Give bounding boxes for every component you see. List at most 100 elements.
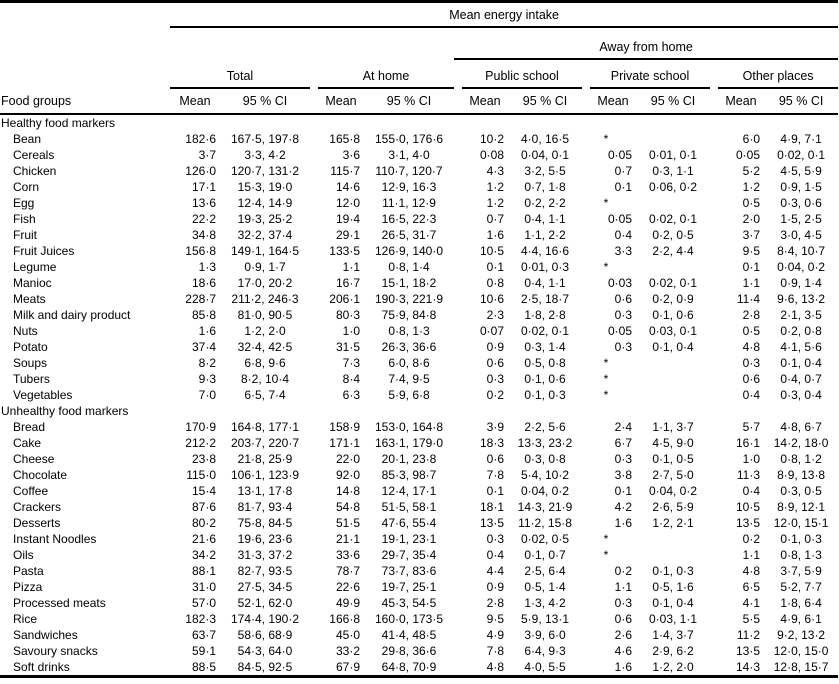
table-row: Cereals 3·7 3·3, 4·2 3·6 3·1, 4·0 0·08 0·04, 0… bbox=[0, 147, 838, 163]
food-group-cell: Coffee bbox=[13, 484, 49, 498]
ci-cell: 2·7, 5·0 bbox=[652, 468, 694, 482]
table-row: Sandwiches 63·7 58·6, 68·9 45·0 41·4, 48·5 4·… bbox=[0, 627, 838, 643]
ci-cell: 5·9, 13·1 bbox=[520, 612, 570, 626]
food-group-cell: Bread bbox=[13, 420, 46, 434]
mean-cell: 0·1 bbox=[614, 180, 632, 194]
mean-cell: 4·9 bbox=[486, 628, 504, 642]
mean-cell: 1·1 bbox=[742, 548, 760, 562]
spacer-cell bbox=[582, 659, 590, 677]
mean-cell: 1·6 bbox=[198, 324, 216, 338]
ci-cell: 4·1, 5·6 bbox=[780, 340, 822, 354]
mean-cell: 0·3 bbox=[614, 596, 632, 610]
ci-cell: 0·1, 0·6 bbox=[524, 372, 566, 386]
ci-cell: 0·9, 1·4 bbox=[780, 276, 822, 290]
spacer-cell bbox=[310, 259, 318, 275]
mean-header: Mean bbox=[318, 88, 364, 115]
food-group-cell: Pasta bbox=[13, 564, 44, 578]
food-group-cell: Instant Noodles bbox=[13, 532, 97, 546]
spacer-cell bbox=[454, 227, 462, 243]
ci-cell: 4·4, 16·6 bbox=[520, 244, 570, 258]
ci-cell bbox=[636, 547, 710, 563]
column-groups-row: Total At home Public school Private scho… bbox=[0, 59, 839, 89]
ci-cell: 0·03, 0·1 bbox=[648, 324, 698, 338]
mean-cell: 21·1 bbox=[335, 532, 360, 546]
mean-cell: 0·3 bbox=[614, 340, 632, 354]
table-title-row: Mean energy intake bbox=[0, 1, 839, 28]
ci-cell: 2·2, 5·6 bbox=[524, 420, 566, 434]
mean-cell: 67·9 bbox=[335, 660, 360, 674]
mean-cell: 1·1 bbox=[742, 276, 760, 290]
ci-cell bbox=[636, 259, 710, 275]
mean-cell: 18·1 bbox=[479, 500, 504, 514]
spacer-cell bbox=[454, 275, 462, 291]
food-group-cell: Processed meats bbox=[13, 596, 106, 610]
ci-cell: 0·02, 0·5 bbox=[520, 532, 570, 546]
mean-header: Mean bbox=[590, 88, 636, 115]
mean-cell: 1·0 bbox=[742, 452, 760, 466]
mean-cell: 3·7 bbox=[198, 148, 216, 162]
mean-cell: 13·6 bbox=[191, 196, 216, 210]
spacer-cell bbox=[582, 467, 590, 483]
ci-cell: 4·0, 5·5 bbox=[524, 660, 566, 674]
spacer-cell bbox=[582, 307, 590, 323]
spacer-cell bbox=[582, 59, 590, 88]
mean-cell: 0·6 bbox=[742, 372, 760, 386]
ci-cell: 1·3, 4·2 bbox=[524, 596, 566, 610]
ci-cell: 51·5, 58·1 bbox=[381, 500, 437, 514]
ci-cell: 29·7, 35·4 bbox=[381, 548, 437, 562]
mean-cell: 3·8 bbox=[614, 468, 632, 482]
spacer-cell bbox=[582, 627, 590, 643]
mean-cell: 8·4 bbox=[342, 372, 360, 386]
mean-cell: 88·1 bbox=[191, 564, 216, 578]
ci-cell: 126·9, 140·0 bbox=[374, 244, 444, 258]
table-row: Coffee 15·4 13·1, 17·8 14·8 12·4, 17·1 0·1 0·0… bbox=[0, 483, 838, 499]
ci-cell: 15·1, 18·2 bbox=[381, 276, 437, 290]
table-row: Desserts 80·2 75·8, 84·5 51·5 47·6, 55·4 13·5… bbox=[0, 515, 838, 531]
spacer-cell bbox=[710, 483, 718, 499]
ci-cell: 0·03, 1·1 bbox=[648, 612, 698, 626]
mean-cell: 0·1 bbox=[486, 484, 504, 498]
food-group-cell: Soft drinks bbox=[13, 660, 70, 674]
spacer-cell bbox=[310, 419, 318, 435]
ci-cell bbox=[636, 131, 710, 147]
spacer-cell bbox=[310, 59, 318, 88]
table-row: Processed meats 57·0 52·1, 62·0 49·9 45·3, 5… bbox=[0, 595, 838, 611]
asterisk-cell: * bbox=[603, 372, 609, 386]
mean-cell: 2·0 bbox=[742, 212, 760, 226]
food-group-cell: Chocolate bbox=[13, 468, 68, 482]
spacer-cell bbox=[710, 323, 718, 339]
mean-cell: 0·4 bbox=[742, 388, 760, 402]
mean-cell: 0·05 bbox=[607, 212, 632, 226]
mean-cell: 4·4 bbox=[486, 564, 504, 578]
spacer-cell bbox=[710, 59, 718, 88]
spacer-cell bbox=[710, 88, 718, 115]
ci-cell: 190·3, 221·9 bbox=[374, 292, 444, 306]
ci-cell: 12·9, 16·3 bbox=[381, 180, 437, 194]
spacer-cell bbox=[310, 515, 318, 531]
ci-cell: 0·04, 0·2 bbox=[648, 484, 698, 498]
ci-cell: 3·1, 4·0 bbox=[388, 148, 430, 162]
spacer-cell bbox=[582, 435, 590, 451]
mean-cell: 10·2 bbox=[479, 132, 504, 146]
ci-cell: 21·8, 25·9 bbox=[237, 452, 293, 466]
ci-cell: 1·2, 2·0 bbox=[244, 324, 286, 338]
ci-cell: 75·8, 84·5 bbox=[237, 516, 293, 530]
spacer-cell bbox=[310, 179, 318, 195]
ci-cell: 47·6, 55·4 bbox=[381, 516, 437, 530]
ci-cell: 3·3, 4·2 bbox=[244, 148, 286, 162]
table-row: Cake 212·2 203·7, 220·7 171·1 163·1, 179·0 18… bbox=[0, 435, 838, 451]
table-row: Crackers 87·6 81·7, 93·4 54·8 51·5, 58·1 18·1… bbox=[0, 499, 838, 515]
spacer-cell bbox=[454, 531, 462, 547]
mean-cell: 2·3 bbox=[486, 308, 504, 322]
mean-cell: 22·0 bbox=[335, 452, 360, 466]
food-group-cell: Bean bbox=[13, 132, 42, 146]
spacer-cell bbox=[454, 88, 462, 115]
spacer-cell bbox=[454, 355, 462, 371]
spacer-cell bbox=[710, 131, 718, 147]
ci-cell: 1·2, 2·1 bbox=[652, 516, 694, 530]
ci-cell: 8·9, 12·1 bbox=[777, 500, 826, 514]
spacer-cell bbox=[310, 291, 318, 307]
ci-cell: 2·2, 4·4 bbox=[652, 244, 694, 258]
